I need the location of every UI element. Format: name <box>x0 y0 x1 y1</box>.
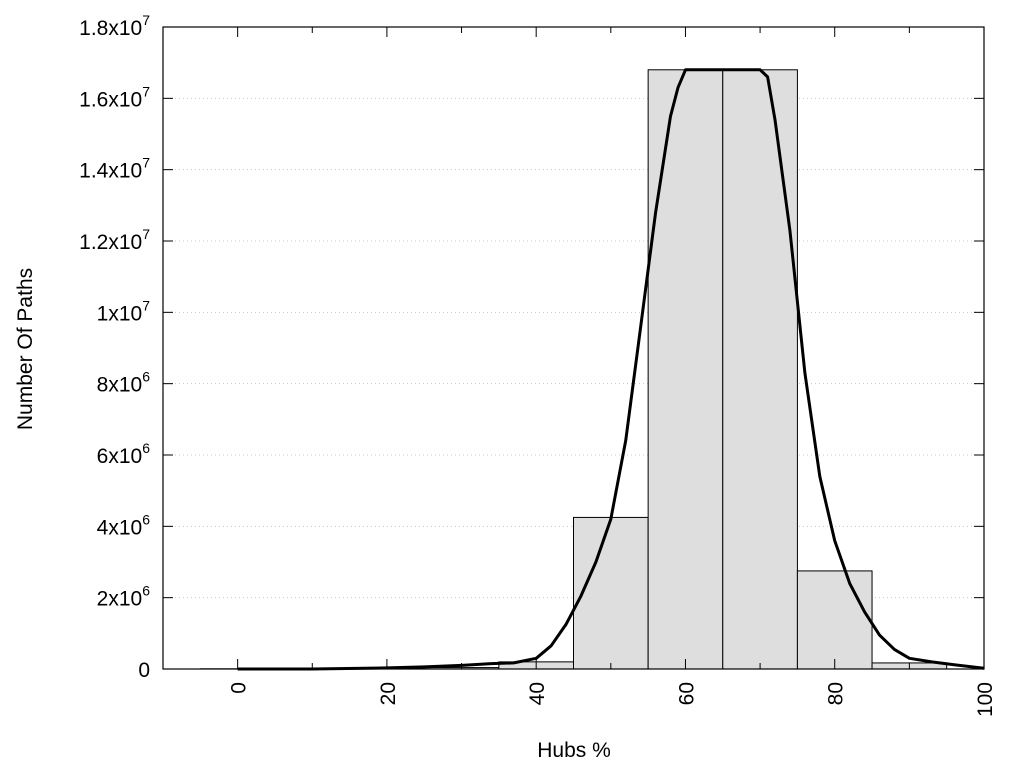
y-tick-label-exponent-8: 7 <box>142 83 150 99</box>
gridlines <box>163 97 984 599</box>
x-tick-label-20: 20 <box>377 682 400 705</box>
y-tick-label-mantissa-3: 6x10 <box>97 445 143 468</box>
histogram-bar-70 <box>722 69 798 670</box>
y-tick-labels: 02x1064x1066x1068x1061x1071.2x1071.4x107… <box>79 12 150 682</box>
y-tick-label-2: 4x106 <box>97 511 151 539</box>
y-tick-label-exponent-4: 6 <box>142 369 150 385</box>
histogram-bar-80 <box>796 570 873 670</box>
x-tick-label-60: 60 <box>675 682 698 705</box>
y-tick-label-0: 0 <box>138 659 150 682</box>
y-tick-label-3: 6x106 <box>97 440 151 468</box>
fitted-curve-line <box>237 68 985 671</box>
y-tick-label-exponent-2: 6 <box>142 511 150 527</box>
x-tick-label-40: 40 <box>526 682 549 705</box>
histogram-bar-60 <box>647 69 724 670</box>
axis-ticks <box>163 26 985 670</box>
y-tick-label-9: 1.8x107 <box>79 12 150 40</box>
y-tick-label-mantissa-6: 1.2x10 <box>79 231 142 254</box>
y-tick-label-5: 1x107 <box>97 297 151 325</box>
y-tick-label-1: 2x106 <box>97 583 151 611</box>
y-tick-label-mantissa-9: 1.8x10 <box>79 17 142 40</box>
plot-frame <box>162 26 985 670</box>
y-tick-label-exponent-9: 7 <box>142 12 150 28</box>
y-tick-label-mantissa-1: 2x10 <box>97 588 143 611</box>
y-tick-label-4: 8x106 <box>97 369 151 397</box>
x-tick-labels: 0 20 40 60 80 100 <box>228 682 997 717</box>
y-tick-label-mantissa-0: 0 <box>138 659 150 682</box>
x-tick-label-100: 100 <box>974 682 997 717</box>
y-tick-label-mantissa-8: 1.6x10 <box>79 88 142 111</box>
y-tick-label-mantissa-5: 1x10 <box>97 302 143 325</box>
y-tick-label-mantissa-7: 1.4x10 <box>79 160 142 183</box>
y-tick-label-exponent-6: 7 <box>142 226 150 242</box>
y-tick-label-exponent-1: 6 <box>142 583 150 599</box>
y-tick-label-exponent-3: 6 <box>142 440 150 456</box>
histogram-bar-50 <box>573 516 649 670</box>
x-tick-label-0: 0 <box>228 682 251 694</box>
y-tick-label-mantissa-2: 4x10 <box>97 516 143 539</box>
y-tick-label-6: 1.2x107 <box>79 226 150 254</box>
x-tick-label-80: 80 <box>825 682 848 705</box>
y-tick-label-exponent-7: 7 <box>142 155 150 171</box>
histogram-bars <box>199 69 948 670</box>
y-tick-label-7: 1.4x107 <box>79 155 150 183</box>
y-tick-label-exponent-5: 7 <box>142 297 150 313</box>
y-tick-label-mantissa-4: 8x10 <box>97 374 143 397</box>
y-axis-label: Number Of Paths <box>14 268 37 430</box>
x-axis-label: Hubs % <box>537 739 611 762</box>
y-tick-label-8: 1.6x107 <box>79 83 150 111</box>
